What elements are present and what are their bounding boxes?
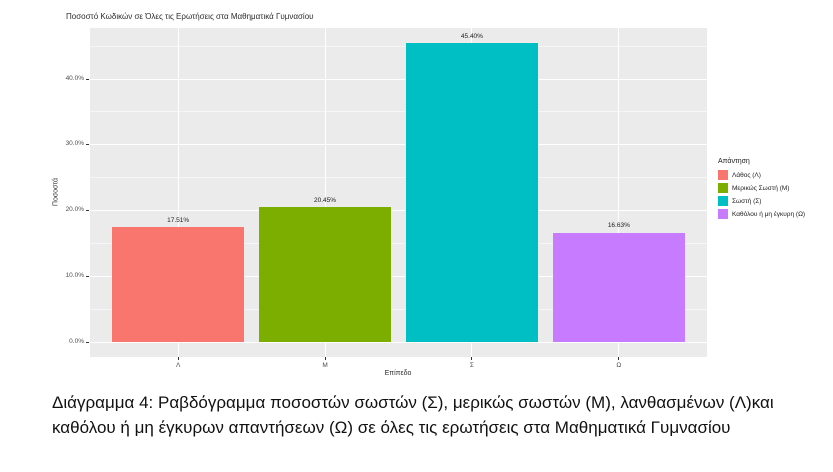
bar-Λ (112, 226, 245, 343)
legend-color-swatch (718, 209, 728, 219)
y-axis-tick (86, 276, 89, 278)
gridline-major-horizontal (90, 78, 707, 80)
x-axis-title: Επίπεδο (384, 370, 412, 377)
gridline-major-horizontal (90, 342, 707, 344)
legend-items: Λάθος (Λ) Μερικώς Σωστή (Μ) Σωστή (Σ) Καθόλ… (718, 170, 833, 219)
legend-item: Καθόλου ή μη έγκυρη (Ω) (718, 209, 833, 219)
y-axis-tick (86, 342, 89, 344)
y-axis-title: Ποσοστά (52, 177, 60, 207)
gridline-major-vertical (324, 28, 326, 357)
legend-item: Μερικώς Σωστή (Μ) (718, 183, 833, 193)
legend-item-label: Σωστή (Σ) (732, 197, 762, 205)
y-axis-tick-label: 30.0% (65, 140, 84, 148)
gridline-minor-horizontal (90, 309, 707, 311)
bar-Σ (405, 42, 539, 343)
gridline-major-horizontal (90, 276, 707, 278)
gridline-minor-horizontal (90, 177, 707, 179)
x-axis-tick-label: Λ (175, 362, 181, 369)
bar-value-label: 45.40% (460, 32, 483, 40)
legend-item-label: Μερικώς Σωστή (Μ) (732, 184, 790, 192)
chart-title: Ποσοστό Κωδικών σε Όλες τις Ερωτήσεις στ… (66, 12, 314, 21)
y-axis-tick-label: 10.0% (65, 272, 84, 280)
figure: Ποσοστό Κωδικών σε Όλες τις Ερωτήσεις στ… (52, 12, 833, 377)
legend-color-swatch (718, 170, 728, 180)
plot-panel (90, 28, 707, 357)
bar-Μ (258, 207, 392, 343)
gridline-major-vertical (177, 28, 179, 357)
bar-value-label: 16.63% (607, 222, 630, 230)
y-axis-tick (86, 144, 89, 146)
legend-item: Λάθος (Λ) (718, 170, 833, 180)
legend-color-swatch (718, 196, 728, 206)
x-axis-tick (618, 357, 620, 360)
y-axis-tick (86, 78, 89, 80)
legend-title: Απάντηση (718, 158, 750, 165)
legend-item-label: Λάθος (Λ) (732, 171, 761, 179)
x-axis-tick (177, 357, 179, 360)
y-axis-tick (86, 210, 89, 212)
gridline-major-horizontal (90, 144, 707, 146)
bar-value-label: 20.45% (314, 197, 337, 205)
legend-color-swatch (718, 183, 728, 193)
x-axis-tick-label: Ω (616, 362, 622, 369)
x-axis-tick-label: Σ (469, 362, 474, 369)
x-axis-tick (471, 357, 473, 360)
bar-Ω (552, 232, 685, 343)
legend: Απάντηση Λάθος (Λ) Μερικώς Σωστή (Μ) Σωστή… (718, 158, 833, 222)
legend-item-label: Καθόλου ή μη έγκυρη (Ω) (732, 210, 806, 218)
gridline-minor-horizontal (90, 111, 707, 113)
figure-caption: Διάγραμμα 4: Ραβδόγραμμα ποσοστών σωστών… (52, 393, 774, 437)
x-axis-tick (324, 357, 326, 360)
gridline-major-vertical (618, 28, 620, 357)
gridline-minor-horizontal (90, 45, 707, 47)
y-axis-tick-label: 0.0% (69, 338, 84, 346)
x-axis-tick-label: Μ (322, 362, 328, 369)
y-axis-tick-label: 40.0% (65, 74, 84, 82)
y-axis-tick-label: 20.0% (65, 206, 84, 214)
gridline-major-horizontal (90, 210, 707, 212)
bar-value-label: 17.51% (167, 216, 190, 224)
gridline-minor-horizontal (90, 243, 707, 245)
legend-item: Σωστή (Σ) (718, 196, 833, 206)
